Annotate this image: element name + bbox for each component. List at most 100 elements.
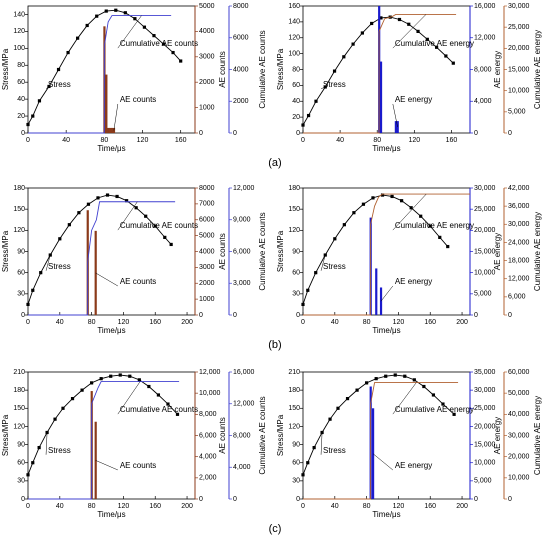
y-tick-label: 12,000 xyxy=(199,369,221,376)
y-tick-label: 4000 xyxy=(233,66,249,73)
x-tick-label: 0 xyxy=(26,137,30,144)
leader-line xyxy=(320,86,326,89)
stress-marker xyxy=(169,242,173,247)
y-tick-label: 210 xyxy=(13,369,25,376)
x-tick-label: 0 xyxy=(301,503,305,510)
y-tick-label: 10,000 xyxy=(508,475,530,482)
leader-line xyxy=(392,103,398,128)
y-tick-label: 0 xyxy=(474,312,478,319)
y2-axis-label: AE energy xyxy=(493,233,502,270)
y-tick-label: 7000 xyxy=(199,201,215,208)
stress-marker xyxy=(128,374,132,378)
y-axis-label: Stress/MPa xyxy=(276,230,285,272)
x-tick-label: 0 xyxy=(26,503,30,510)
x-tick-label: 80 xyxy=(363,503,371,510)
stress-marker xyxy=(67,223,71,227)
y-tick-label: 60,000 xyxy=(508,369,530,376)
stress-marker xyxy=(153,224,157,228)
stress-marker xyxy=(409,206,413,210)
y-tick-label: 12,000 xyxy=(233,401,255,408)
y-tick-label: 20,000 xyxy=(508,45,530,52)
stress-marker xyxy=(125,199,129,203)
y-tick-label: 18,000 xyxy=(508,257,530,264)
stress-marker xyxy=(444,54,448,58)
leader-line xyxy=(117,381,141,415)
stress-marker xyxy=(451,61,455,65)
stress-marker xyxy=(70,397,75,401)
x-tick-label: 160 xyxy=(175,137,187,144)
y-tick-label: 0 xyxy=(508,130,512,137)
y-tick-label: 30,000 xyxy=(474,185,496,192)
stress-marker xyxy=(306,113,311,118)
y-tick-label: 30,000 xyxy=(474,387,496,394)
y-tick-label: 0 xyxy=(508,496,512,503)
series-annotation: AE energy xyxy=(395,95,432,104)
x-tick-label: 120 xyxy=(137,137,149,144)
x-tick-label: 120 xyxy=(393,319,405,326)
x-axis-label: Time/μs xyxy=(372,510,400,519)
x-tick-label: 120 xyxy=(393,503,405,510)
y-tick-label: 150 xyxy=(288,206,300,213)
y-axis-label: Stress/MPa xyxy=(276,414,285,456)
y-tick-label: 20 xyxy=(292,114,300,121)
x-tick-label: 200 xyxy=(456,503,468,510)
y-tick-label: 1000 xyxy=(199,104,215,111)
leader-line xyxy=(95,460,118,471)
y-tick-label: 120 xyxy=(288,423,300,430)
stress-marker xyxy=(56,67,61,72)
y3-axis-label: Cumulative AE counts xyxy=(258,212,267,290)
y-tick-label: 0 xyxy=(21,130,25,137)
stress-marker xyxy=(166,402,170,406)
stress-marker xyxy=(301,123,305,127)
x-tick-label: 120 xyxy=(118,503,130,510)
stress-marker xyxy=(345,397,350,401)
cumulative-line xyxy=(303,382,459,500)
stress-marker xyxy=(118,373,122,377)
plot-frame xyxy=(27,5,196,134)
x-tick-label: 160 xyxy=(149,503,161,510)
y-tick-label: 4,000 xyxy=(199,454,217,461)
x-axis-label: Time/μs xyxy=(97,326,125,335)
stress-line xyxy=(27,194,172,305)
y-tick-label: 60 xyxy=(17,79,25,86)
cumulative-line xyxy=(303,14,457,134)
y-tick-label: 150 xyxy=(288,405,300,412)
leader-line xyxy=(320,254,326,271)
x-tick-label: 200 xyxy=(181,503,193,510)
chart-panel: 0 40 80 120 160 200 0 30 60 90 120 150 180 210 0 2,000 4… xyxy=(1,369,267,519)
y-tick-label: 30 xyxy=(17,478,25,485)
y-tick-label: 120 xyxy=(288,227,300,234)
stress-marker xyxy=(380,193,385,197)
x-tick-label: 0 xyxy=(301,137,305,144)
y-tick-label: 20 xyxy=(17,113,25,120)
stress-marker xyxy=(115,194,119,199)
stress-marker xyxy=(342,55,346,59)
leader-line xyxy=(95,272,118,287)
y2-axis-label: AE counts xyxy=(218,417,227,453)
stress-marker xyxy=(428,224,432,228)
series-annotation: AE energy xyxy=(395,277,432,286)
x-axis-label: Time/μs xyxy=(372,326,400,335)
y-tick-label: 9,000 xyxy=(233,217,251,224)
x-tick-label: 80 xyxy=(88,503,96,510)
x-tick-label: 40 xyxy=(56,319,64,326)
chart-panel: 0 40 80 120 160 0 20 40 60 80 100 120 140 0 1000 2000 30… xyxy=(1,3,267,153)
y-tick-label: 10,000 xyxy=(199,390,221,397)
stress-marker xyxy=(45,430,49,435)
ae-bar xyxy=(110,127,114,133)
y-tick-label: 140 xyxy=(13,11,25,18)
stress-marker xyxy=(179,59,183,63)
y-tick-label: 42,000 xyxy=(508,185,530,192)
leader-line xyxy=(380,285,394,302)
y-tick-label: 30,000 xyxy=(508,221,530,228)
y-tick-label: 5,000 xyxy=(474,291,492,298)
stress-marker xyxy=(422,384,426,389)
stress-marker xyxy=(352,211,356,215)
y-tick-label: 12,000 xyxy=(474,35,496,42)
x-tick-label: 200 xyxy=(456,319,468,326)
series-annotation: Stress xyxy=(48,80,71,89)
cumulative-line xyxy=(303,193,470,316)
leader-line xyxy=(392,14,427,49)
y-tick-label: 80 xyxy=(17,62,25,69)
stress-marker xyxy=(306,288,310,292)
